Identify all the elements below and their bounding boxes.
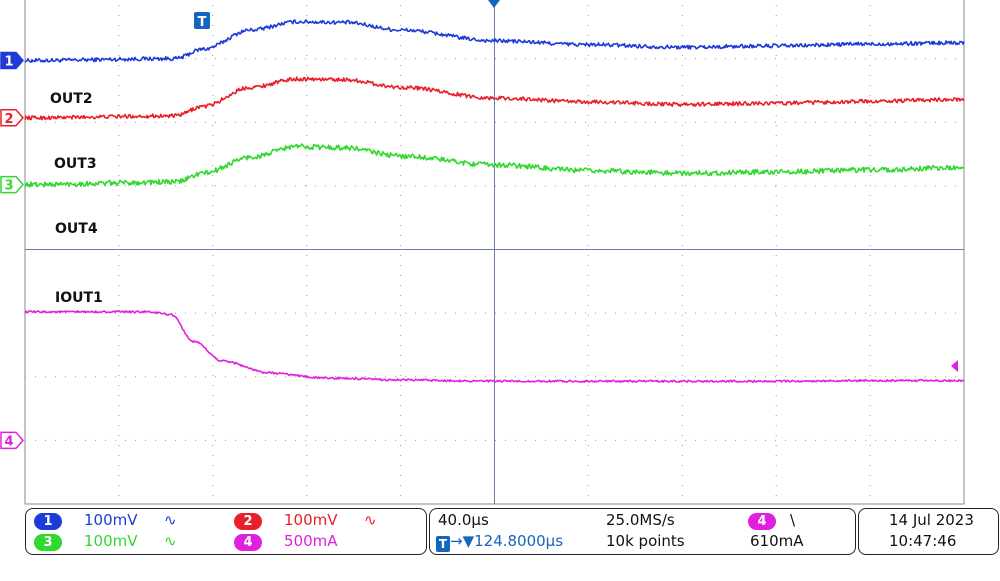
- trigger-badge-icon: T: [436, 536, 450, 552]
- ch3-badge[interactable]: 3: [34, 534, 62, 551]
- channel-settings-panel[interactable]: 1 100mV ∿ 2 100mV ∿ 3 100mV ∿ 4 500mA: [25, 508, 427, 555]
- trigger-offset-value: →▼124.8000µs: [450, 532, 564, 550]
- horizontal-position-marker[interactable]: [488, 0, 500, 8]
- ch2-scale: 100mV: [284, 511, 338, 529]
- trace-out3: [24, 76, 965, 121]
- graticule-grid: [25, 0, 964, 504]
- ch4-badge[interactable]: 4: [234, 534, 262, 551]
- trace-iout1: [24, 310, 965, 383]
- trace-out2: [24, 19, 965, 63]
- ch3-marker-number: 3: [4, 179, 13, 194]
- ch4-scale: 500mA: [284, 532, 338, 550]
- acquisition-trigger-panel[interactable]: 40.0µs 25.0MS/s T →▼124.8000µs 10k points…: [429, 508, 856, 555]
- label-out3: OUT3: [54, 156, 97, 172]
- ch1-ground-marker[interactable]: 1: [0, 51, 24, 70]
- ch1-scale: 100mV: [84, 511, 138, 529]
- timebase-value: 40.0µs: [438, 511, 489, 529]
- trigger-marker-letter: T: [198, 15, 207, 30]
- record-length: 10k points: [606, 532, 685, 550]
- trigger-level-value: 610mA: [750, 532, 804, 550]
- trigger-source-badge[interactable]: 4: [748, 513, 776, 530]
- ch2-badge[interactable]: 2: [234, 513, 262, 530]
- channel-ground-markers: 1 2 3 4: [0, 51, 24, 449]
- datetime-panel: 14 Jul 2023 10:47:46: [858, 508, 999, 555]
- trigger-offset: T →▼124.8000µs: [436, 532, 563, 552]
- ch4-marker-number: 4: [4, 434, 13, 449]
- label-iout1: IOUT1: [55, 290, 103, 306]
- date-value: 14 Jul 2023: [889, 511, 974, 529]
- ch1-marker-number: 1: [4, 55, 13, 70]
- trigger-level-marker[interactable]: [951, 360, 958, 372]
- oscilloscope-display: T OUT2 OUT3 OUT4 IOUT1 1 2 3 4: [0, 0, 965, 505]
- status-bar: 1 100mV ∿ 2 100mV ∿ 3 100mV ∿ 4 500mA 40…: [0, 505, 1000, 581]
- ch1-coupling-icon: ∿: [164, 511, 177, 529]
- time-value: 10:47:46: [889, 532, 957, 550]
- waveform-traces: [24, 19, 965, 383]
- ch3-coupling-icon: ∿: [164, 532, 177, 550]
- ch3-scale: 100mV: [84, 532, 138, 550]
- ch2-coupling-icon: ∿: [364, 511, 377, 529]
- ch2-ground-marker[interactable]: 2: [0, 109, 24, 127]
- trigger-slope-icon: \: [790, 511, 796, 529]
- ch1-badge[interactable]: 1: [34, 513, 62, 530]
- label-out4: OUT4: [55, 221, 98, 237]
- ch3-ground-marker[interactable]: 3: [0, 175, 24, 194]
- sample-rate: 25.0MS/s: [606, 511, 675, 529]
- label-out2: OUT2: [50, 91, 93, 107]
- ch4-ground-marker[interactable]: 4: [0, 431, 24, 449]
- trace-out4: [24, 143, 965, 188]
- ch2-marker-number: 2: [4, 112, 13, 127]
- trigger-position-marker[interactable]: T: [194, 12, 210, 30]
